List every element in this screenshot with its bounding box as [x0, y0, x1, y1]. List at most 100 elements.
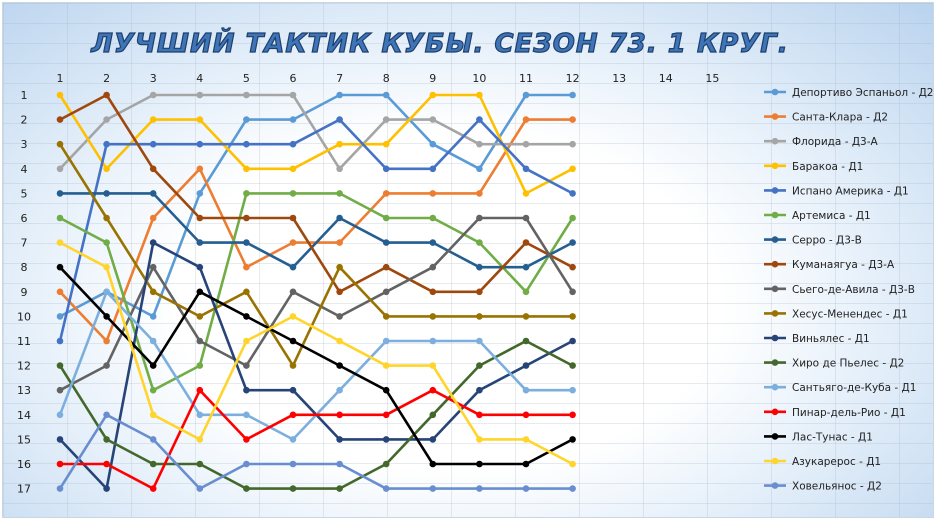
series-point: [336, 436, 343, 443]
legend-label: Пинар-дель-Рио - Д1: [792, 407, 906, 419]
legend-label: Азукарерос - Д1: [792, 456, 881, 468]
series-point: [569, 337, 576, 345]
y-tick-label: 17: [17, 483, 31, 496]
series-point: [336, 337, 343, 345]
chart-frame: [2, 2, 934, 518]
series-point: [103, 239, 110, 246]
series-point: [522, 436, 530, 443]
series-point: [336, 485, 343, 492]
series-point: [569, 362, 576, 369]
x-tick-label: 2: [103, 72, 110, 85]
series-point: [522, 485, 530, 492]
series-point: [429, 190, 437, 197]
series-point: [289, 239, 297, 246]
series-point: [429, 337, 437, 345]
series-point: [196, 386, 204, 394]
series-point: [56, 436, 64, 443]
series-point: [336, 386, 343, 394]
y-tick-label: 5: [21, 187, 28, 200]
x-tick-label: 14: [659, 72, 673, 85]
series-line: [58, 93, 574, 318]
series-point: [476, 386, 483, 394]
series-point: [243, 362, 250, 369]
legend-marker: [771, 187, 779, 194]
series-point: [382, 214, 390, 222]
series-line: [58, 388, 574, 490]
series-point: [103, 288, 110, 296]
series-point: [196, 436, 204, 443]
x-tick-label: 8: [383, 72, 390, 85]
series-point: [103, 116, 110, 123]
series-point: [196, 263, 204, 271]
series-point: [196, 337, 204, 345]
series-point: [56, 386, 64, 394]
series-point: [336, 214, 343, 222]
x-tick-label: 15: [705, 72, 719, 85]
series-point: [196, 91, 204, 99]
series-point: [56, 460, 64, 468]
series-point: [243, 337, 250, 345]
legend-label: Баракоа - Д1: [792, 161, 863, 173]
series-point: [196, 485, 204, 492]
series-point: [149, 337, 157, 345]
legend-marker: [771, 359, 779, 366]
series-point: [243, 263, 250, 271]
series-point: [382, 386, 390, 394]
legend-label: Санта-Клара - Д2: [792, 112, 888, 124]
series-point: [429, 91, 437, 99]
series-point: [243, 214, 250, 222]
series-point: [522, 140, 530, 148]
series-point: [103, 165, 110, 173]
series-point: [569, 436, 576, 443]
series-point: [56, 313, 64, 320]
series-point: [336, 362, 343, 369]
series-point: [476, 411, 483, 419]
legend-marker: [771, 334, 779, 342]
series-line: [58, 192, 574, 392]
legend-label: Артемиса - Д1: [792, 210, 871, 222]
legend-marker: [771, 457, 779, 465]
series-point: [476, 485, 483, 492]
series-point: [289, 214, 297, 222]
series-point: [382, 411, 390, 419]
series-point: [196, 313, 204, 320]
series-point: [289, 386, 297, 394]
legend-label: Депортиво Эспаньол - Д2: [792, 87, 933, 99]
series-point: [56, 288, 64, 296]
series-point: [336, 140, 343, 148]
y-tick-label: 15: [17, 433, 31, 446]
series-point: [149, 411, 157, 419]
legend-label: Лас-Тунас - Д1: [792, 431, 873, 443]
series-point: [56, 362, 64, 369]
legend-label: Флорида - Д3-А: [792, 136, 878, 148]
series-point: [103, 313, 110, 320]
series-point: [289, 140, 297, 148]
series-point: [522, 337, 530, 345]
series-point: [243, 239, 250, 246]
legend-marker: [771, 260, 779, 268]
series-point: [336, 239, 343, 246]
series-point: [476, 214, 483, 222]
x-tick-label: 13: [612, 72, 626, 85]
series-point: [103, 436, 110, 443]
series-point: [243, 411, 250, 419]
y-tick-label: 11: [17, 335, 31, 348]
legend-label: Виньялес - Д1: [792, 333, 870, 345]
legend-label: Куманаягуа - Д3-А: [792, 259, 895, 271]
series-point: [569, 313, 576, 320]
series-point: [149, 140, 157, 148]
series-point: [522, 288, 530, 296]
legend-marker: [771, 433, 779, 440]
series-point: [103, 337, 110, 345]
legend-label: Хиро де Пьелес - Д2: [792, 358, 904, 370]
series-point: [196, 165, 204, 173]
series-point: [56, 263, 64, 271]
series-point: [289, 337, 297, 345]
series-point: [56, 190, 64, 197]
series-point: [196, 362, 204, 369]
series-point: [103, 214, 110, 222]
series-point: [476, 140, 483, 148]
series-point: [476, 190, 483, 197]
series-point: [243, 91, 250, 99]
chart-title: ЛУЧШИЙ ТАКТИК КУБЫ. СЕЗОН 73. 1 КРУГ.: [90, 27, 789, 59]
